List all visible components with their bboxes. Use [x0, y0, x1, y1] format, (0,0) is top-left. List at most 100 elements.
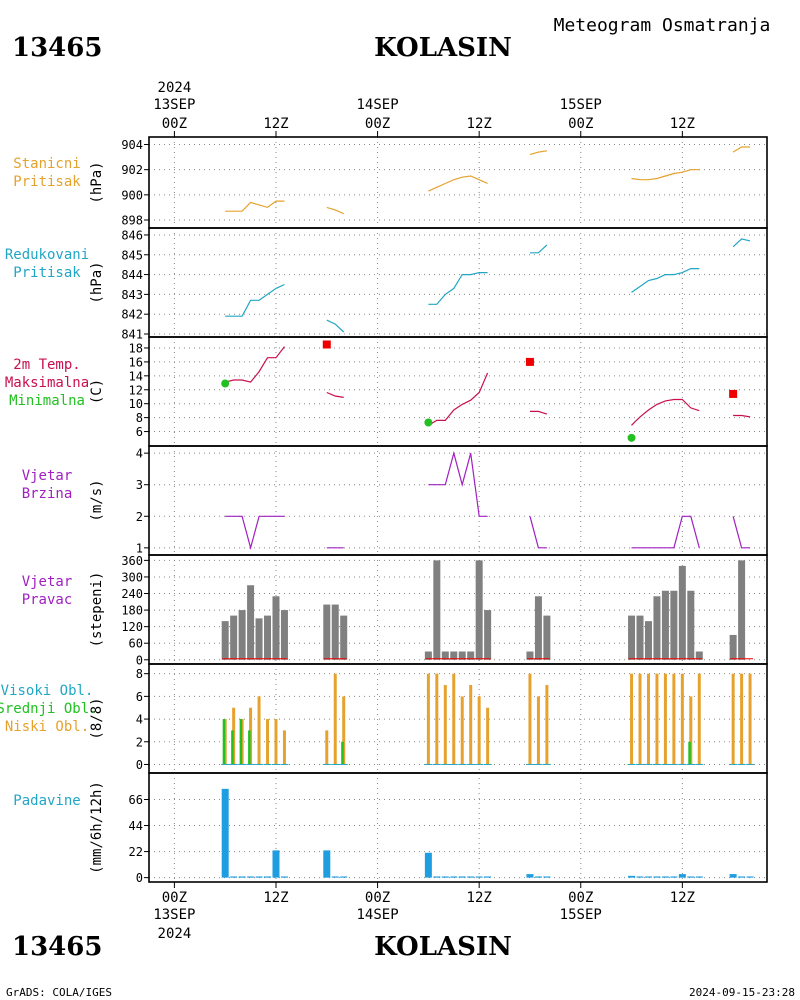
y-axis-label: (hPa): [89, 261, 105, 303]
hour-label-bottom: 00Z: [162, 890, 187, 906]
precipitation-bar: [340, 876, 348, 878]
low-cloud-bar: [731, 673, 735, 765]
precipitation-bar: [424, 852, 432, 878]
low-cloud-bar: [282, 730, 286, 765]
precipitation-bar: [628, 875, 636, 878]
panel-pressure: 904 902 900 898 (hPa) Stanicni Pritisak: [13, 136, 768, 229]
series-line: [631, 398, 700, 426]
hour-label-bottom: 12Z: [670, 890, 695, 906]
hour-label-top: 00Z: [162, 116, 187, 132]
series-line: [326, 391, 344, 398]
low-cloud-bar: [342, 696, 346, 765]
y-tick-label: 6: [136, 690, 143, 704]
low-cloud-bar: [257, 696, 261, 765]
panel-label-line: Pritisak: [13, 174, 81, 190]
low-cloud-bar: [426, 673, 430, 765]
precipitation-bar: [323, 850, 331, 878]
series-line: [631, 268, 700, 293]
y-tick-label: 904: [121, 138, 143, 152]
middle-cloud-bar: [231, 730, 234, 765]
direction-bar: [424, 651, 432, 660]
footer-timestamp: 2024-09-15-23:28: [689, 986, 795, 999]
y-tick-label: 8: [136, 667, 143, 681]
low-cloud-bar: [266, 719, 270, 765]
direction-bar: [458, 651, 466, 660]
precipitation-bar: [661, 876, 669, 878]
hour-label-top: 12Z: [670, 116, 695, 132]
series-line: [326, 319, 345, 333]
middle-cloud-bar: [688, 741, 691, 765]
y-tick-label: 898: [121, 214, 143, 228]
y-tick-label: 4: [136, 447, 143, 461]
year-label-bottom: 2024: [158, 926, 192, 942]
panel-label-line: Redukovani: [5, 247, 89, 263]
low-cloud-bar: [638, 673, 642, 765]
low-cloud-bar: [646, 673, 650, 765]
precipitation-bar: [738, 876, 746, 878]
direction-bar: [678, 565, 686, 660]
low-cloud-bar: [740, 673, 744, 765]
direction-bar: [738, 560, 746, 660]
y-tick-label: 0: [136, 758, 143, 772]
series-line: [631, 169, 700, 181]
low-cloud-bar: [680, 673, 684, 765]
hour-label-bottom: 12Z: [467, 890, 492, 906]
precipitation-bar: [475, 876, 483, 878]
precipitation-bar: [729, 874, 737, 878]
precipitation-bar: [441, 876, 449, 878]
panel-label-line: Brzina: [22, 486, 73, 502]
low-cloud-bar: [536, 696, 540, 765]
min-temp-marker: [221, 379, 230, 388]
precipitation-bar: [264, 876, 272, 878]
direction-bar: [272, 596, 280, 660]
precipitation-bar: [450, 876, 458, 878]
series-line: [529, 150, 547, 156]
panel-label-line: Vjetar: [22, 574, 73, 590]
y-tick-label: 22: [129, 845, 143, 859]
panel-label-line: Pritisak: [13, 265, 81, 281]
precipitation-bar: [280, 876, 288, 878]
panel-frame: [148, 772, 768, 883]
precipitation-bar: [678, 874, 686, 878]
middle-cloud-bar: [239, 719, 243, 765]
y-tick-label: 44: [129, 819, 143, 833]
series-line: [225, 346, 285, 383]
series-line: [428, 272, 488, 305]
series-line: [732, 146, 751, 153]
direction-bar: [484, 610, 492, 660]
direction-bar: [628, 615, 636, 660]
low-cloud-bar: [663, 673, 667, 765]
middle-cloud-bar: [248, 730, 251, 765]
low-cloud-bar: [528, 673, 532, 765]
panel-clouds: 8 6 4 2 0 (8/8)Visoki Obl. Srednji Obl. Niski O…: [0, 663, 768, 774]
low-cloud-bar: [655, 673, 659, 765]
series-line: [225, 283, 285, 317]
credit-text: GrADS: COLA/IGES: [6, 986, 112, 999]
bottom-header: 13465 KOLASIN GrADS: COLA/IGES 2024-09-1…: [6, 932, 795, 999]
precipitation-bar: [255, 876, 263, 878]
y-tick-label: 3: [136, 478, 143, 492]
precipitation-bar: [484, 876, 492, 878]
low-cloud-bar: [486, 707, 490, 765]
direction-bar: [441, 651, 449, 660]
middle-cloud-bar: [341, 741, 344, 765]
station-name-top: KOLASIN: [374, 33, 512, 63]
y-tick-label: 2: [136, 510, 143, 524]
panel-label-line: Visoki Obl.: [1, 683, 94, 699]
panel-label-line: 2m Temp.: [13, 357, 80, 373]
direction-bar: [221, 621, 229, 660]
precipitation-bar: [695, 876, 703, 878]
precipitation-bar: [433, 876, 441, 878]
series-line: [530, 410, 548, 415]
series-line: [225, 515, 285, 551]
direction-bar: [636, 615, 644, 660]
direction-bar: [670, 590, 678, 660]
y-tick-label: 14: [129, 369, 143, 383]
y-tick-label: 4: [136, 713, 143, 727]
hour-label-bottom: 00Z: [568, 890, 593, 906]
precipitation-bar: [526, 874, 534, 878]
hour-label-top: 00Z: [568, 116, 593, 132]
y-axis-label: (mm/6h/12h): [89, 781, 105, 874]
low-cloud-bar: [443, 685, 447, 765]
